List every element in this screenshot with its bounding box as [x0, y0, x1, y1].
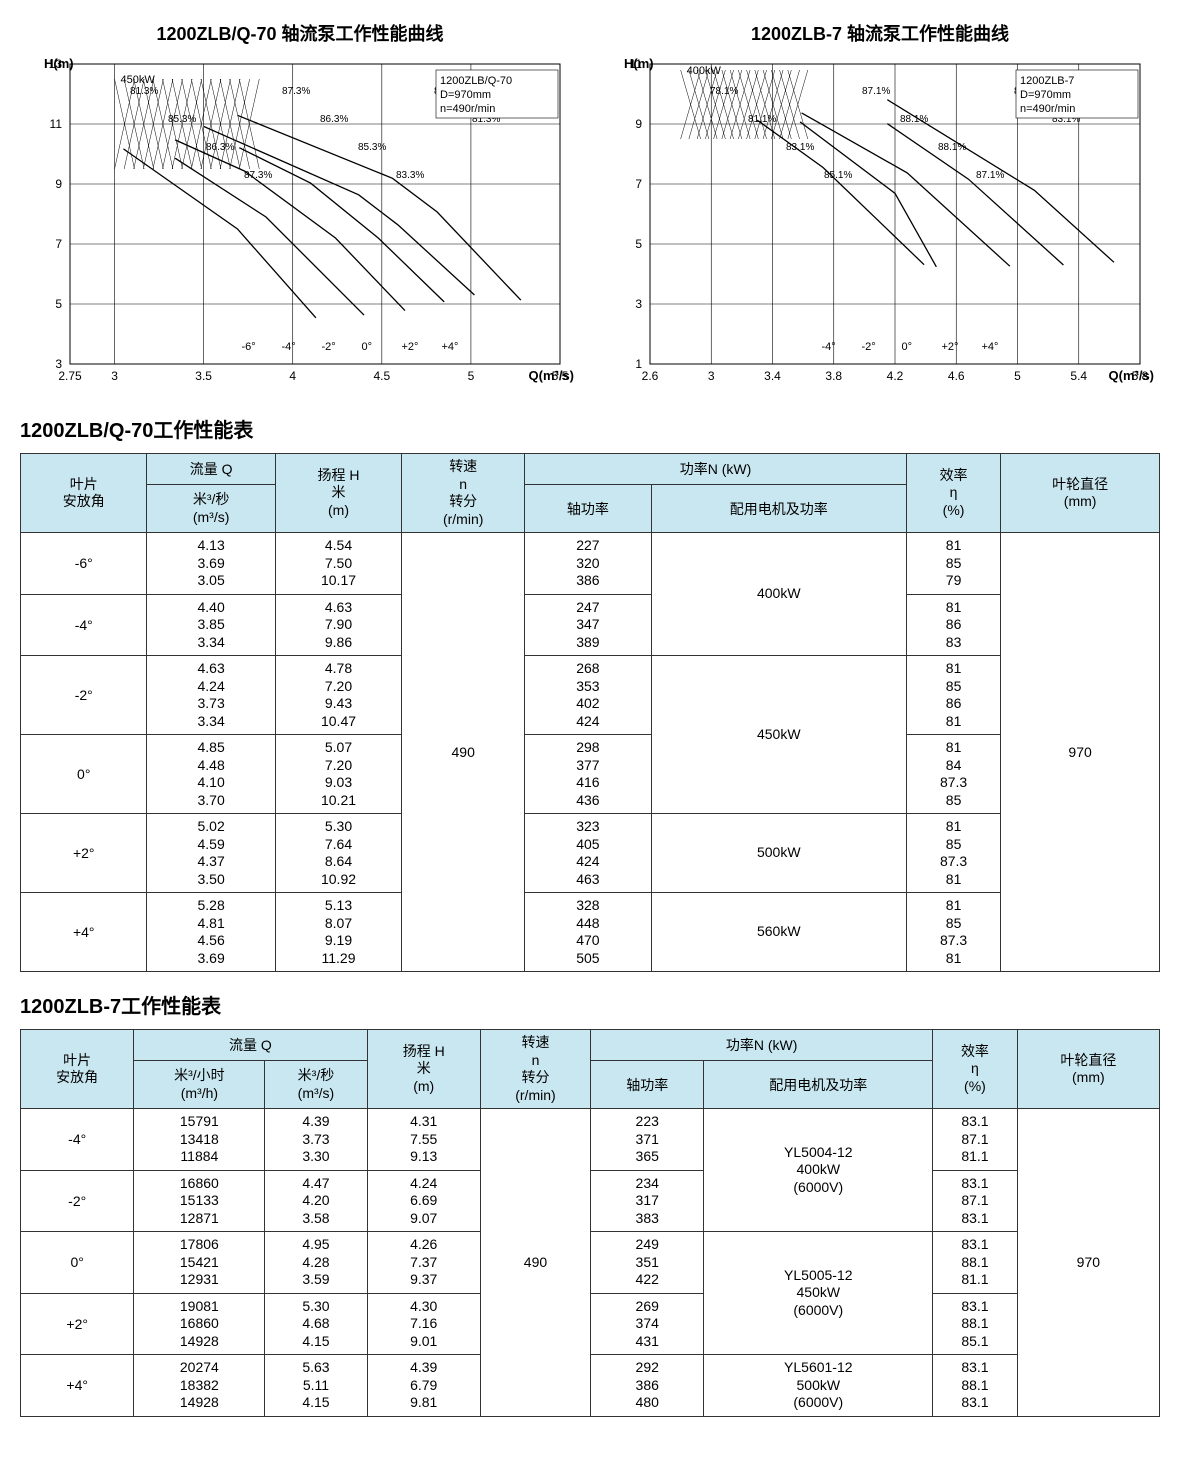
svg-text:+2°: +2°	[402, 341, 419, 353]
svg-text:Q(m³/s): Q(m³/s)	[1109, 368, 1155, 383]
svg-text:88.1%: 88.1%	[900, 114, 928, 125]
svg-text:-2°: -2°	[322, 341, 336, 353]
svg-text:4.2: 4.2	[887, 369, 904, 383]
svg-text:3.5: 3.5	[195, 369, 212, 383]
svg-text:3: 3	[55, 357, 62, 371]
svg-text:83.3%: 83.3%	[396, 170, 424, 181]
svg-text:9: 9	[635, 117, 642, 131]
svg-text:81.3%: 81.3%	[130, 86, 158, 97]
chart-1-title: 1200ZLB/Q-70 轴流泵工作性能曲线	[20, 20, 580, 46]
svg-text:0°: 0°	[902, 341, 913, 353]
svg-text:H(m): H(m)	[624, 56, 654, 71]
svg-text:4.5: 4.5	[373, 369, 390, 383]
svg-text:n=490r/min: n=490r/min	[440, 103, 495, 115]
table-2-title: 1200ZLB-7工作性能表	[20, 990, 1160, 1019]
svg-text:-2°: -2°	[862, 341, 876, 353]
svg-text:87.1%: 87.1%	[976, 170, 1004, 181]
svg-text:5: 5	[55, 297, 62, 311]
svg-text:+4°: +4°	[442, 341, 459, 353]
svg-text:86.3%: 86.3%	[206, 142, 234, 153]
svg-text:4: 4	[289, 369, 296, 383]
chart-1-svg: 2.7533.544.555.535791113H(m)Q(m³/s)450kW…	[20, 54, 580, 394]
svg-text:5: 5	[635, 237, 642, 251]
svg-text:78.1%: 78.1%	[710, 86, 738, 97]
svg-text:+2°: +2°	[942, 341, 959, 353]
svg-text:1: 1	[635, 357, 642, 371]
table-1: 叶片安放角流量 Q扬程 H米(m)转速n转分(r/min)功率N (kW)效率η…	[20, 453, 1160, 972]
svg-text:3.4: 3.4	[764, 369, 781, 383]
svg-text:D=970mm: D=970mm	[440, 89, 491, 101]
svg-text:85.3%: 85.3%	[358, 142, 386, 153]
svg-text:85.3%: 85.3%	[168, 114, 196, 125]
svg-text:7: 7	[635, 177, 642, 191]
svg-text:D=970mm: D=970mm	[1020, 89, 1071, 101]
svg-text:4.6: 4.6	[948, 369, 965, 383]
svg-text:3: 3	[708, 369, 715, 383]
svg-text:1200ZLB/Q-70: 1200ZLB/Q-70	[440, 75, 512, 87]
svg-text:450kW: 450kW	[121, 74, 156, 86]
svg-text:-4°: -4°	[822, 341, 836, 353]
svg-text:n=490r/min: n=490r/min	[1020, 103, 1075, 115]
table-1-title: 1200ZLB/Q-70工作性能表	[20, 414, 1160, 443]
svg-text:Q(m³/s): Q(m³/s)	[529, 368, 575, 383]
svg-text:2.6: 2.6	[642, 369, 659, 383]
svg-text:9: 9	[55, 177, 62, 191]
svg-text:87.3%: 87.3%	[244, 170, 272, 181]
svg-text:3: 3	[111, 369, 118, 383]
chart-2: 1200ZLB-7 轴流泵工作性能曲线 2.6 3 3.4 3.8 4.2 4.6 5 5.4…	[600, 20, 1160, 394]
svg-text:+4°: +4°	[982, 341, 999, 353]
svg-text:87.3%: 87.3%	[282, 86, 310, 97]
table-2: 叶片安放角流量 Q扬程 H米(m)转速n转分(r/min)功率N (kW)效率η…	[20, 1029, 1160, 1417]
svg-text:400kW: 400kW	[687, 65, 722, 77]
chart-1: 1200ZLB/Q-70 轴流泵工作性能曲线 2.7533.544.555.53…	[20, 20, 580, 394]
svg-text:2.75: 2.75	[58, 369, 82, 383]
svg-text:86.3%: 86.3%	[320, 114, 348, 125]
chart-2-title: 1200ZLB-7 轴流泵工作性能曲线	[600, 20, 1160, 46]
svg-text:7: 7	[55, 237, 62, 251]
svg-text:0°: 0°	[362, 341, 373, 353]
svg-text:5.4: 5.4	[1070, 369, 1087, 383]
chart-2-svg: 2.633.43.84.24.655.45.81357911H(m)Q(m³/s…	[600, 54, 1160, 394]
svg-text:88.1%: 88.1%	[938, 142, 966, 153]
svg-text:81.1%: 81.1%	[748, 114, 776, 125]
svg-text:H(m): H(m)	[44, 56, 74, 71]
svg-text:3.8: 3.8	[825, 369, 842, 383]
svg-text:11: 11	[50, 117, 63, 131]
svg-text:1200ZLB-7: 1200ZLB-7	[1020, 75, 1074, 87]
svg-text:5: 5	[1014, 369, 1021, 383]
svg-text:3: 3	[635, 297, 642, 311]
svg-text:-6°: -6°	[242, 341, 256, 353]
svg-text:-4°: -4°	[282, 341, 296, 353]
svg-text:83.1%: 83.1%	[786, 142, 814, 153]
svg-text:87.1%: 87.1%	[862, 86, 890, 97]
svg-text:5: 5	[468, 369, 475, 383]
svg-text:85.1%: 85.1%	[824, 170, 852, 181]
charts-row: 1200ZLB/Q-70 轴流泵工作性能曲线 2.7533.544.555.53…	[20, 20, 1160, 394]
